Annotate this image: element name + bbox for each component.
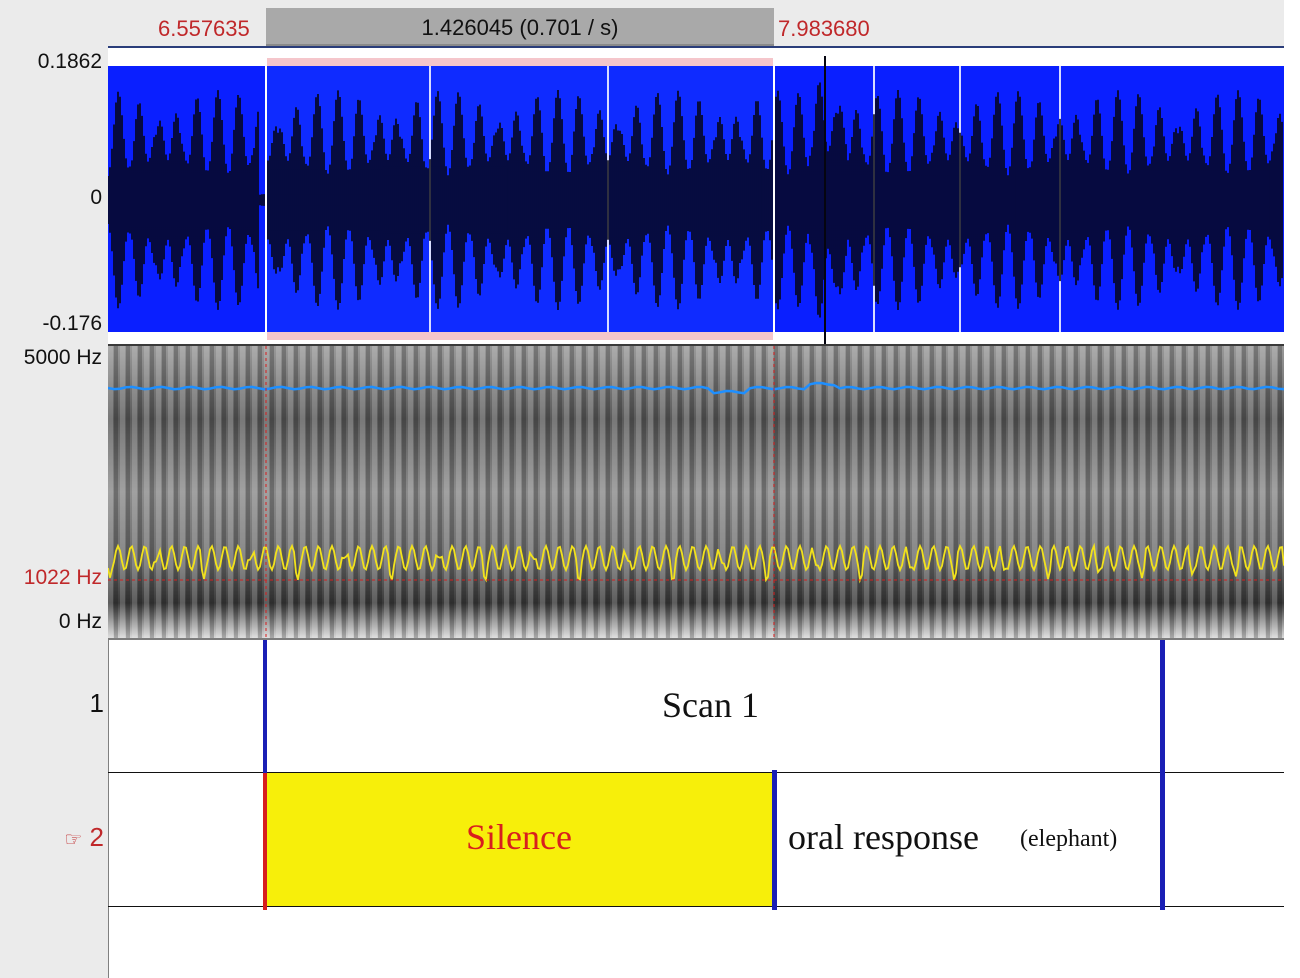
- spectrogram-panel[interactable]: [107, 344, 1285, 640]
- waveform-zero-label: 0: [90, 186, 102, 209]
- waveform-panel[interactable]: [107, 46, 1284, 346]
- tier-1-boundary-end[interactable]: [1160, 640, 1165, 910]
- tier-1-boundary-start[interactable]: [263, 640, 267, 773]
- waveform-max-label: 0.1862: [37, 50, 102, 73]
- scan-1-label[interactable]: Scan 1: [662, 685, 759, 725]
- waveform-trace: [107, 82, 1283, 318]
- oral-response-label[interactable]: oral response: [788, 817, 979, 857]
- formant-contour: [107, 542, 1285, 584]
- selection-band-bottom: [266, 332, 774, 340]
- pitch-contour: [107, 381, 1285, 395]
- spectrogram-cursor-freq: 1022 Hz: [23, 566, 102, 589]
- waveform-plot[interactable]: [107, 48, 1284, 344]
- tier-2-number: 2: [89, 822, 104, 852]
- spectrogram-bottom-freq: 0 Hz: [58, 610, 102, 633]
- tier-1-number[interactable]: 1: [89, 688, 104, 718]
- waveform-signal: [107, 56, 1283, 344]
- active-tier-pointer-icon: ☞: [64, 829, 83, 851]
- selection-duration-bar[interactable]: 1.426045 (0.701 / s): [266, 8, 774, 46]
- silence-interval[interactable]: [266, 773, 774, 906]
- selection-end-time: 7.983680: [778, 16, 870, 41]
- spectrogram-top-freq: 5000 Hz: [23, 346, 102, 369]
- tier-bottom-line: [108, 906, 1284, 907]
- selection-band-top: [266, 58, 774, 66]
- left-gutter: [0, 0, 109, 978]
- tier-2-label[interactable]: ☞ 2: [44, 822, 104, 853]
- selection-start-time: 6.557635: [158, 16, 250, 41]
- tier-2-boundary-mid[interactable]: [772, 770, 777, 910]
- elephant-label[interactable]: (elephant): [1020, 826, 1118, 852]
- silence-label[interactable]: Silence: [466, 817, 572, 857]
- waveform-min-label: -0.176: [42, 312, 102, 335]
- spectrogram-striations: [108, 346, 1284, 638]
- tier-divider: [108, 772, 1284, 773]
- tier-2-boundary-start[interactable]: [263, 773, 267, 910]
- spectrogram-plot[interactable]: [107, 346, 1285, 638]
